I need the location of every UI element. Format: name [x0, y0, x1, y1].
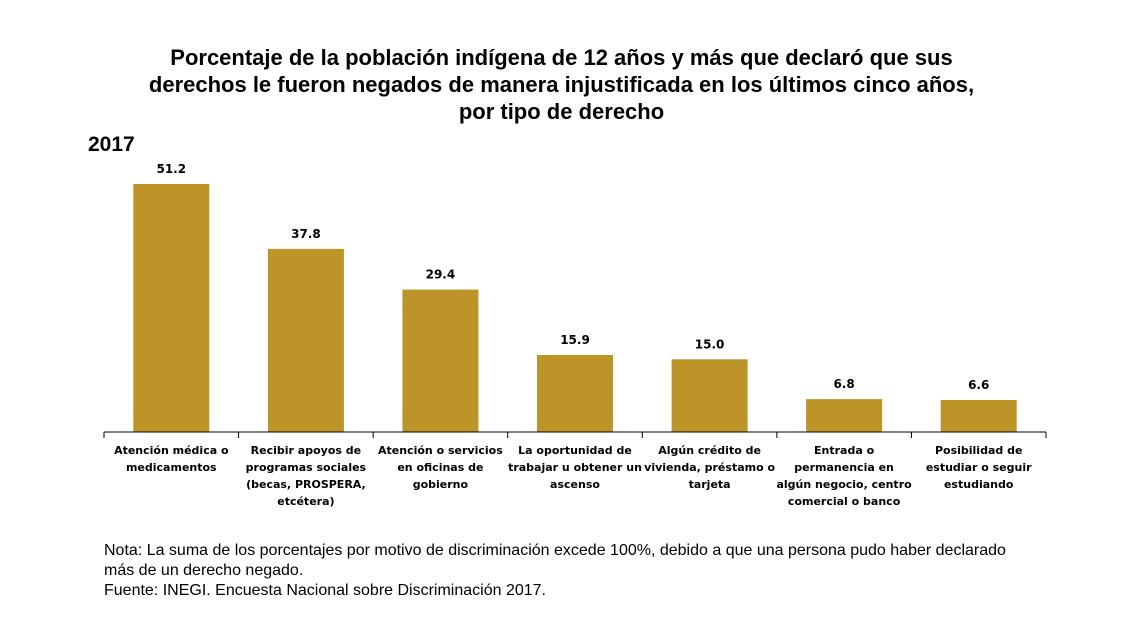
- bar-value-label: 37.8: [291, 227, 321, 241]
- year-label: 2017: [88, 133, 135, 156]
- category-label: Entrada o permanencia en algún negocio, …: [776, 444, 912, 508]
- bars-group: [133, 184, 1017, 432]
- bar-value-label: 6.6: [968, 378, 989, 392]
- bar: [267, 248, 344, 432]
- chart-title-line: derechos le fueron negados de manera inj…: [148, 72, 975, 97]
- category-label: Recibir apoyos de programas sociales (be…: [245, 444, 367, 508]
- bar-value-label: 15.0: [695, 337, 725, 351]
- source-text: Fuente: INEGI. Encuesta Nacional sobre D…: [104, 582, 546, 599]
- category-label: Atención médica o medicamentos: [114, 444, 229, 474]
- chart-title-line: por tipo de derecho: [458, 99, 665, 124]
- bar-value-label: 29.4: [426, 268, 456, 282]
- bar: [402, 289, 479, 432]
- bar-value-label: 15.9: [560, 333, 590, 347]
- note-text: Nota: La suma de los porcentajes por mot…: [104, 542, 1006, 579]
- bar-value-label: 6.8: [833, 377, 854, 391]
- bar: [940, 400, 1017, 432]
- bar-value-label: 51.2: [156, 162, 186, 176]
- category-label: Posibilidad de estudiar o seguir estudia…: [925, 444, 1032, 491]
- category-label: Atención o servicios en oficinas de gobi…: [378, 444, 503, 491]
- x-axis-ticks: [103, 432, 1047, 438]
- category-label: Algún crédito de vivienda, préstamo o ta…: [644, 444, 776, 491]
- value-labels-group: 51.2 37.8 29.4 15.9 15.0 6.8 6.6: [156, 162, 989, 392]
- chart-notes: Nota: La suma de los porcentajes por mot…: [104, 541, 1034, 601]
- bar: [806, 399, 883, 432]
- bar: [133, 184, 210, 432]
- chart-title: Porcentaje de la población indígena de 1…: [0, 44, 1123, 125]
- chart-title-line: Porcentaje de la población indígena de 1…: [170, 45, 953, 70]
- category-label: La oportunidad de trabajar u obtener un …: [508, 444, 642, 491]
- bar: [671, 359, 748, 432]
- bar: [537, 355, 613, 432]
